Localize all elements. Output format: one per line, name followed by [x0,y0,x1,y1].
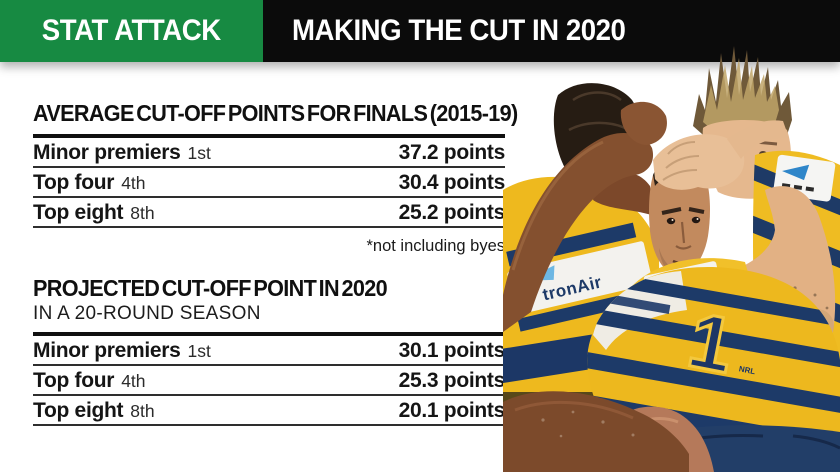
section-heading: PROJECTED CUT-OFF POINT IN 2020 [33,275,388,301]
header-bar: STAT ATTACK MAKING THE CUT IN 2020 [0,0,840,62]
row-label: Minor premiers [33,338,181,362]
blond-forearm [727,120,789,159]
row-label: Top four [33,368,115,392]
eye-glint [696,218,699,220]
table-row: Minor premiers 1st 30.1 points [33,336,505,366]
table-row: Top four 4th 25.3 points [33,366,505,396]
middle-eye [691,216,701,224]
row-ordinal: 4th [121,173,146,193]
league-mark: NRL [738,364,756,376]
badge-label: STAT ATTACK [42,14,221,47]
header-title-box: MAKING THE CUT IN 2020 [263,0,840,62]
table-row: Top eight 8th 25.2 points [33,198,505,228]
row-value: 25.3 points [398,368,506,392]
row-label: Minor premiers [33,141,181,164]
average-table: Minor premiers 1st 37.2 points Top four … [33,134,505,228]
middle-eye [666,217,676,225]
table-row: Minor premiers 1st 37.2 points [33,138,505,168]
row-label: Top eight [33,201,124,224]
panel-stripes [609,294,671,314]
middle-nose [675,221,692,250]
section-projected-cutoff: PROJECTED CUT-OFF POINT IN 2020 IN A 20-… [33,277,505,426]
middle-face [649,160,710,275]
sweat-specks [541,410,635,438]
eye-glint [671,219,674,221]
row-label: Top eight [33,398,124,422]
row-value: 20.1 points [398,398,506,422]
finger-lines [662,141,700,181]
sleeve-sponsor-panel [507,241,653,315]
row-value: 30.1 points [398,338,506,362]
stat-attack-badge: STAT ATTACK [0,0,263,62]
sponsor-swoosh-icon [782,164,810,181]
row-value: 25.2 points [398,201,506,224]
hair-texture [568,91,626,132]
section-average-cutoff: AVERAGE CUT-OFF POINTS FOR FINALS (2015-… [33,102,518,256]
arm-highlight [511,140,604,271]
players-photo-illustration: tronAir [503,46,840,472]
table-row: Top four 4th 30.4 points [33,168,505,198]
row-ordinal: 1st [187,340,211,361]
embracing-arm [503,133,654,332]
byes-footnote: *not including byes [366,237,505,255]
row-ordinal: 8th [130,203,155,223]
table-row: Top eight 8th 20.1 points [33,396,505,426]
row-value: 37.2 points [398,141,506,164]
section-subheading: IN A 20-ROUND SEASON [33,303,261,324]
projected-table: Minor premiers 1st 30.1 points Top four … [33,331,505,426]
row-ordinal: 1st [187,143,211,163]
row-label: Top four [33,171,115,194]
dark-forearm [503,391,689,472]
middle-brow [688,207,705,214]
row-ordinal: 4th [121,370,146,391]
middle-brow [661,207,682,215]
page-title: MAKING THE CUT IN 2020 [292,14,626,47]
section-heading: AVERAGE CUT-OFF POINTS FOR FINALS (2015-… [33,100,518,126]
hand-on-head [620,101,667,145]
forearm-highlight [514,400,634,420]
row-ordinal: 8th [130,400,155,421]
blond-hair-highlight [703,58,779,134]
row-value: 30.4 points [398,171,506,194]
